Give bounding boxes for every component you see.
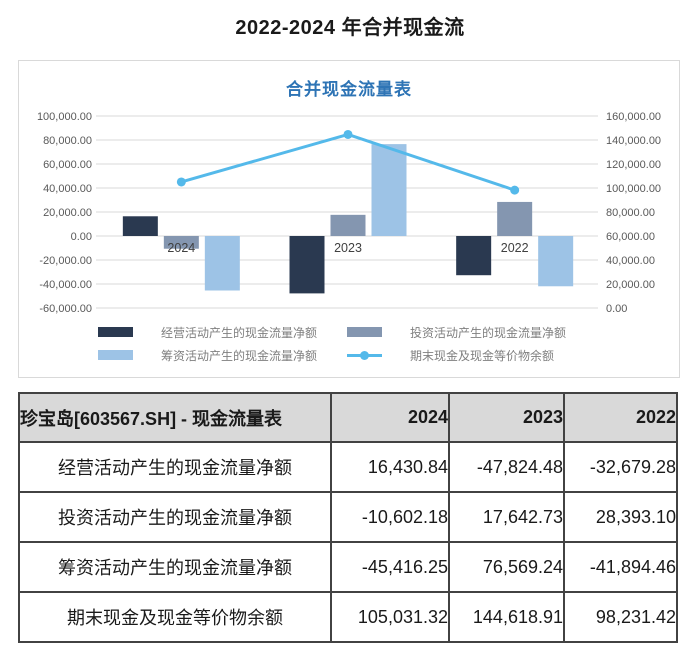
table-title-cell: 珍宝岛[603567.SH] - 现金流量表 — [18, 392, 332, 443]
ending-cash-line-swatch — [347, 350, 382, 360]
right-axis-tick-label: 40,000.00 — [606, 255, 655, 267]
chart-legend: 经营活动产生的现金流量净额 投资活动产生的现金流量净额 筹资活动产生的现金流量净… — [98, 323, 566, 364]
value-cell: -41,894.46 — [563, 541, 678, 593]
row-label: 投资活动产生的现金流量净额 — [18, 491, 332, 543]
cashflow-chart-plot: 100,000.00 160,000.00 80,000.00 140,000.00 6… — [37, 111, 661, 315]
row-label: 经营活动产生的现金流量净额 — [18, 441, 332, 493]
chart-title: 合并现金流量表 — [286, 80, 412, 99]
value-cell: 98,231.42 — [563, 591, 678, 643]
value-cell: -10,602.18 — [330, 491, 450, 543]
operating-series-swatch — [98, 327, 133, 337]
right-axis-tick-label: 0.00 — [606, 303, 627, 315]
row-label: 期末现金及现金等价物余额 — [18, 591, 332, 643]
left-axis-tick-label: -20,000.00 — [39, 255, 92, 267]
line-point — [343, 129, 353, 139]
bar-2022 — [497, 201, 533, 236]
bar-2023 — [289, 236, 325, 294]
bar-2023 — [330, 214, 366, 236]
value-cell: -47,824.48 — [448, 441, 565, 493]
left-axis-tick-label: -60,000.00 — [39, 303, 92, 315]
category-label: 2024 — [167, 241, 195, 255]
legend-item-financing: 筹资活动产生的现金流量净额 — [98, 346, 347, 364]
line-marker-dot — [360, 350, 369, 360]
line-point — [176, 177, 186, 187]
left-axis-tick-label: 100,000.00 — [37, 111, 92, 123]
bar-2024 — [163, 236, 199, 249]
table-row-ending-cash: 期末现金及现金等价物余额 105,031.32 144,618.91 98,23… — [18, 591, 678, 643]
financing-series-swatch — [98, 350, 133, 360]
bar-2024 — [204, 236, 240, 291]
bar-2023 — [371, 144, 407, 236]
bar-2022 — [538, 236, 574, 287]
category-label: 2022 — [501, 241, 529, 255]
legend-label: 筹资活动产生的现金流量净额 — [161, 348, 318, 363]
right-axis-tick-label: 80,000.00 — [606, 207, 655, 219]
legend-label: 经营活动产生的现金流量净额 — [161, 325, 318, 340]
legend-label: 投资活动产生的现金流量净额 — [410, 325, 567, 340]
legend-item-investing: 投资活动产生的现金流量净额 — [347, 323, 566, 341]
right-axis-tick-label: 20,000.00 — [606, 279, 655, 291]
legend-item-operating: 经营活动产生的现金流量净额 — [98, 323, 347, 341]
value-cell: -32,679.28 — [563, 441, 678, 493]
left-axis-tick-label: 20,000.00 — [43, 207, 92, 219]
right-axis-tick-label: 100,000.00 — [606, 183, 661, 195]
chart-panel: 100,000.00 160,000.00 80,000.00 140,000.00 6… — [18, 60, 680, 378]
investing-series-swatch — [347, 327, 382, 337]
right-axis-tick-label: 60,000.00 — [606, 231, 655, 243]
value-cell: 16,430.84 — [330, 441, 450, 493]
right-axis-tick-label: 140,000.00 — [606, 135, 661, 147]
right-axis-tick-label: 160,000.00 — [606, 111, 661, 123]
value-cell: 17,642.73 — [448, 491, 565, 543]
table-row-financing: 筹资活动产生的现金流量净额 -45,416.25 76,569.24 -41,8… — [18, 541, 678, 593]
table-header-row: 珍宝岛[603567.SH] - 现金流量表 2024 2023 2022 — [18, 392, 678, 443]
row-label: 筹资活动产生的现金流量净额 — [18, 541, 332, 593]
left-axis-tick-label: 0.00 — [71, 231, 92, 243]
table-row-operating: 经营活动产生的现金流量净额 16,430.84 -47,824.48 -32,6… — [18, 441, 678, 493]
value-cell: -45,416.25 — [330, 541, 450, 593]
value-cell: 105,031.32 — [330, 591, 450, 643]
line-point — [510, 185, 520, 195]
legend-label: 期末现金及现金等价物余额 — [410, 348, 555, 363]
cashflow-table: 珍宝岛[603567.SH] - 现金流量表 2024 2023 2022 经营… — [18, 392, 678, 643]
ending-cash-line — [179, 132, 517, 192]
right-axis-tick-label: 120,000.00 — [606, 159, 661, 171]
column-header-2023: 2023 — [448, 392, 565, 443]
value-cell: 28,393.10 — [563, 491, 678, 543]
value-cell: 76,569.24 — [448, 541, 565, 593]
table-row-investing: 投资活动产生的现金流量净额 -10,602.18 17,642.73 28,39… — [18, 491, 678, 543]
column-header-2022: 2022 — [563, 392, 678, 443]
legend-item-ending-cash: 期末现金及现金等价物余额 — [347, 346, 566, 364]
left-axis-tick-label: 80,000.00 — [43, 135, 92, 147]
category-label: 2023 — [334, 241, 362, 255]
left-axis-tick-label: 60,000.00 — [43, 159, 92, 171]
bar-2022 — [456, 236, 492, 276]
value-cell: 144,618.91 — [448, 591, 565, 643]
column-header-2024: 2024 — [330, 392, 450, 443]
bar-2024 — [122, 216, 158, 236]
left-axis-tick-label: -40,000.00 — [39, 279, 92, 291]
left-axis-tick-label: 40,000.00 — [43, 183, 92, 195]
page-title: 2022-2024 年合并现金流 — [235, 17, 465, 39]
